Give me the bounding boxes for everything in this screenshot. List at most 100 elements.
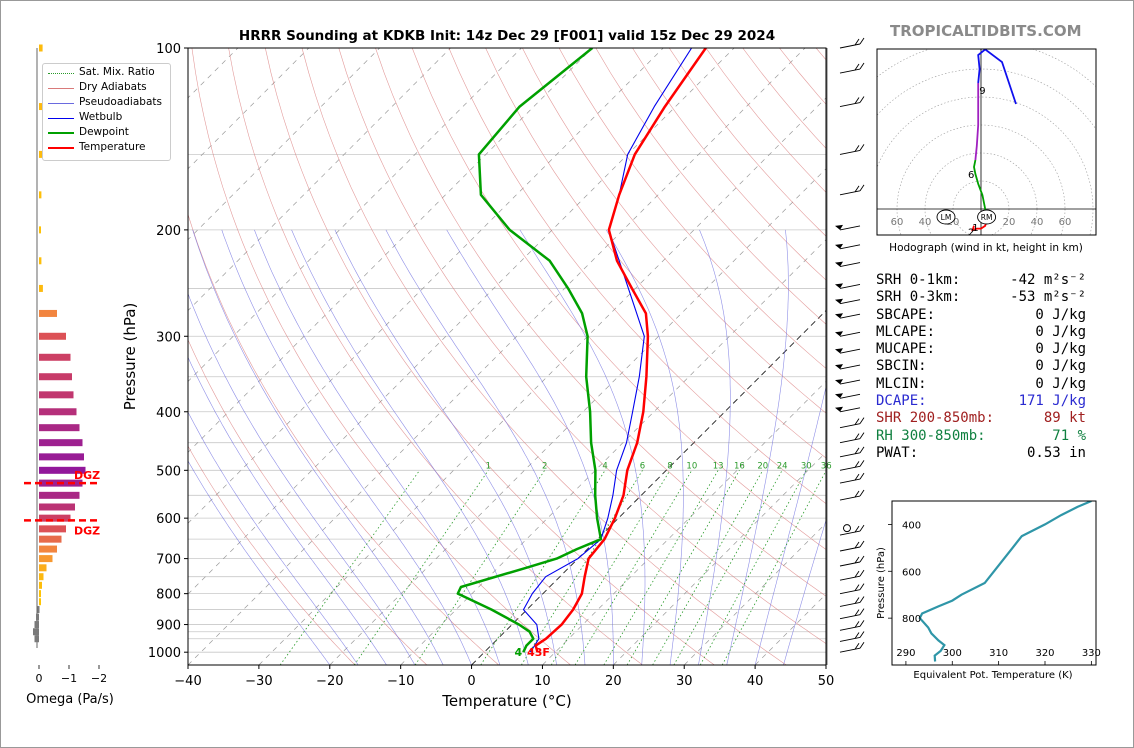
omega-bar bbox=[39, 103, 44, 111]
moist-adiabat bbox=[221, 229, 472, 665]
theta-e-y-tick-label: 400 bbox=[902, 520, 921, 531]
barb-shaft bbox=[839, 68, 861, 74]
dry-adiabat bbox=[485, 48, 826, 459]
isotherm bbox=[258, 97, 826, 665]
omega-bar bbox=[39, 439, 83, 447]
index-row: PWAT: 0.53 in bbox=[876, 445, 1116, 462]
moist-adiabat bbox=[188, 292, 416, 665]
index-label: SRH 0-3km: bbox=[876, 289, 961, 306]
x-tick-label: 20 bbox=[605, 674, 622, 689]
index-value: 71 % bbox=[1052, 427, 1086, 444]
dry-adiabat bbox=[375, 48, 826, 597]
barb-flag bbox=[859, 620, 865, 627]
mixing-ratio-label: 4 bbox=[602, 461, 607, 471]
omega-bar bbox=[39, 564, 47, 572]
omega-bar bbox=[39, 309, 57, 317]
omega-bar bbox=[39, 525, 66, 533]
barb-flag bbox=[859, 184, 865, 192]
omega-bar bbox=[39, 226, 41, 234]
barb-pennant bbox=[835, 393, 843, 399]
omega-bar bbox=[34, 635, 39, 643]
barb-flag bbox=[854, 418, 860, 425]
y-tick-label: 100 bbox=[156, 42, 181, 57]
barb-flag bbox=[859, 472, 865, 480]
index-row: MLCIN: 0 J/kg bbox=[876, 376, 1116, 393]
dry-adiabat bbox=[188, 213, 499, 665]
mixing-ratio-label: 1 bbox=[486, 461, 491, 471]
storm-motion-marker bbox=[977, 209, 997, 225]
wind-barb bbox=[839, 417, 865, 429]
omega-bar bbox=[39, 466, 86, 474]
x-tick-label: 10 bbox=[534, 674, 551, 689]
barb-pennant bbox=[835, 224, 843, 230]
mixing-ratio-label: 24 bbox=[777, 461, 788, 471]
mixing-ratio-line bbox=[353, 470, 489, 665]
barb-shaft bbox=[839, 589, 861, 595]
hodograph-height-label: 6 bbox=[968, 170, 974, 181]
wind-barb bbox=[839, 184, 865, 196]
omega-bar bbox=[39, 555, 53, 563]
mixing-ratio-line bbox=[721, 470, 826, 665]
omega-bar bbox=[39, 191, 42, 199]
mixing-ratio-line bbox=[699, 470, 807, 665]
mixing-ratio-label: 16 bbox=[734, 461, 745, 471]
dry-adiabat bbox=[188, 445, 356, 665]
barb-shaft bbox=[839, 575, 861, 581]
omega-bar bbox=[39, 150, 43, 158]
dewpoint-profile bbox=[456, 48, 603, 653]
index-label: SRH 0-1km: bbox=[876, 272, 961, 288]
y-tick-label: 900 bbox=[156, 619, 181, 634]
mixing-ratio-label: 30 bbox=[801, 461, 812, 471]
mixing-ratio-label: 13 bbox=[713, 461, 724, 471]
index-row: SBCAPE: 0 J/kg bbox=[876, 307, 1116, 324]
theta-e-x-tick-label: 310 bbox=[989, 648, 1008, 659]
index-label: RH 300-850mb: bbox=[876, 427, 986, 444]
barb-flag bbox=[854, 490, 860, 498]
x-tick-label: −40 bbox=[174, 674, 201, 689]
hodograph-grid bbox=[877, 49, 1096, 235]
barb-shaft bbox=[839, 637, 861, 642]
barb-flag bbox=[854, 433, 860, 440]
barb-shaft bbox=[839, 313, 861, 319]
hodograph-ring-label: 20 bbox=[1003, 217, 1016, 228]
omega-bar bbox=[39, 573, 44, 581]
index-value: -42 m²s⁻² bbox=[1010, 272, 1086, 288]
barb-pennant bbox=[835, 406, 843, 412]
wind-barb bbox=[839, 608, 865, 620]
index-value: 0.53 in bbox=[1026, 444, 1086, 461]
wind-barb bbox=[839, 144, 865, 155]
wind-barb bbox=[839, 489, 865, 501]
wind-barb bbox=[839, 472, 865, 484]
omega-bar bbox=[39, 590, 41, 598]
index-value: 0 J/kg bbox=[1035, 375, 1086, 392]
omega-bar bbox=[39, 424, 80, 432]
omega-bar bbox=[39, 284, 43, 292]
storm-motion-marker bbox=[936, 209, 956, 225]
moist-adiabat bbox=[783, 519, 826, 665]
omega-bar bbox=[37, 606, 40, 614]
omega-bar bbox=[39, 491, 80, 499]
wind-barb bbox=[839, 540, 865, 552]
barb-shaft bbox=[839, 438, 861, 444]
dry-adiabat bbox=[191, 48, 571, 665]
omega-axis-label: Omega (Pa/s) bbox=[26, 692, 114, 707]
barb-shaft bbox=[839, 647, 861, 653]
omega-bar bbox=[39, 514, 71, 522]
wind-barb bbox=[839, 596, 865, 607]
index-label: MUCAPE: bbox=[876, 341, 936, 358]
barb-shaft bbox=[839, 331, 861, 337]
barb-shaft bbox=[839, 149, 861, 155]
hodograph-ring-label: 40 bbox=[919, 217, 932, 228]
isotherm-zero bbox=[471, 309, 826, 665]
barb-shaft bbox=[839, 43, 861, 49]
index-label: SHR 200-850mb: bbox=[876, 410, 995, 427]
barb-flag bbox=[859, 432, 865, 439]
temperature-profile bbox=[534, 48, 707, 653]
isotherm bbox=[188, 48, 806, 665]
wind-barb bbox=[835, 261, 861, 267]
dry-adiabat bbox=[411, 48, 826, 550]
barb-shaft bbox=[839, 478, 861, 484]
wind-barb bbox=[839, 524, 865, 536]
y-axis-label: Pressure (hPa) bbox=[121, 303, 139, 411]
barb-flag bbox=[859, 524, 865, 532]
